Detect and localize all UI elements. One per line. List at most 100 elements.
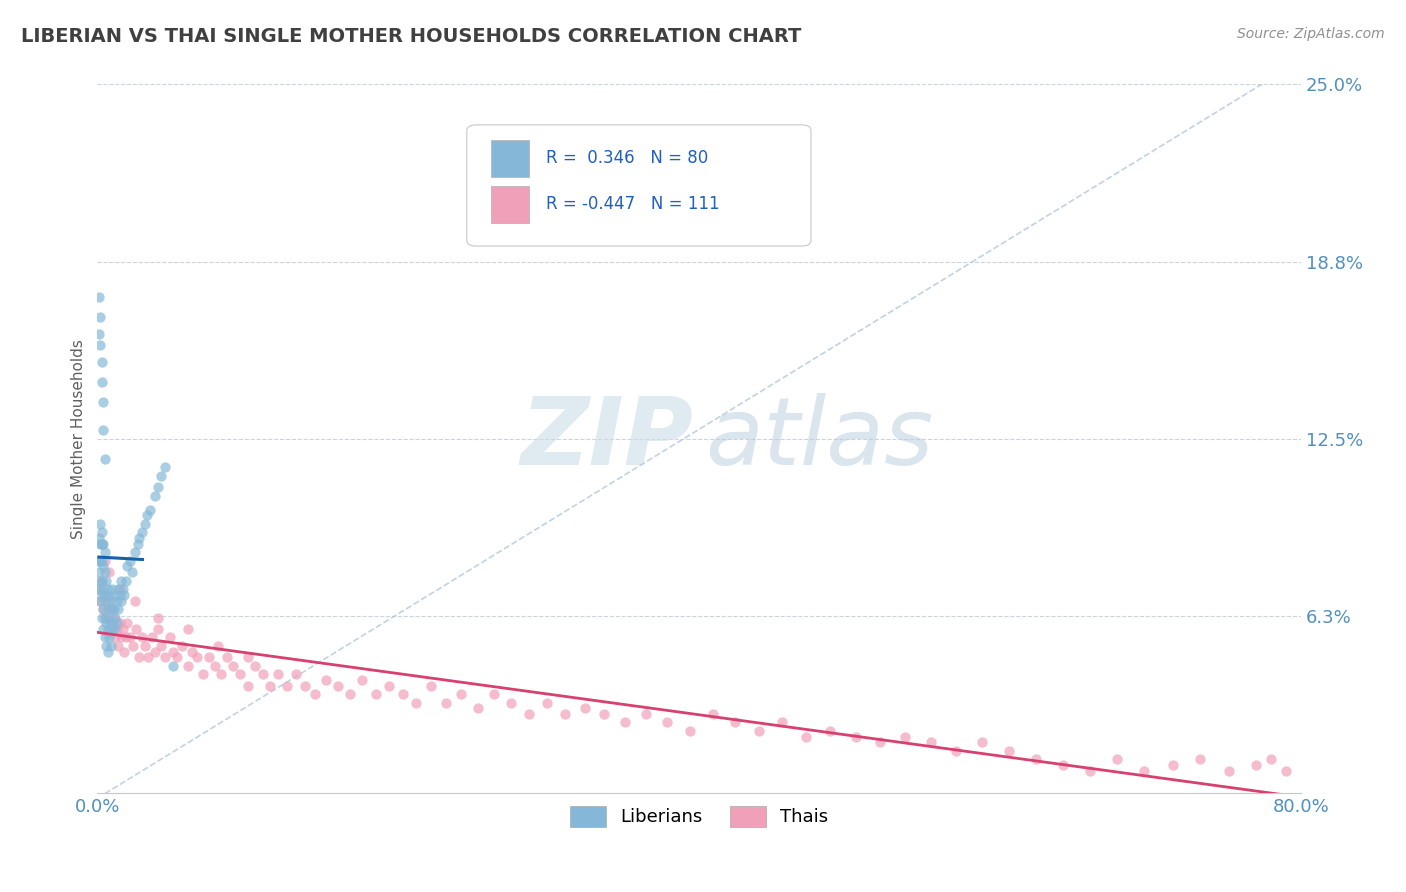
FancyBboxPatch shape — [491, 186, 530, 223]
Point — [100, 602, 122, 616]
Point — [107, 602, 129, 616]
Point — [93, 602, 115, 616]
Point — [87, 290, 110, 304]
Point — [96, 610, 118, 624]
Point — [945, 744, 967, 758]
Point — [352, 673, 374, 687]
Point — [141, 631, 163, 645]
Point — [134, 639, 156, 653]
Point — [120, 554, 142, 568]
Point — [236, 679, 259, 693]
Point — [146, 480, 169, 494]
Point — [90, 574, 112, 588]
Point — [593, 706, 616, 721]
Point — [103, 622, 125, 636]
Point — [536, 696, 558, 710]
Point — [100, 639, 122, 653]
Point — [97, 593, 120, 607]
Point — [869, 735, 891, 749]
Point — [1218, 764, 1240, 778]
Point — [153, 460, 176, 475]
Point — [170, 639, 193, 653]
Point — [124, 593, 146, 607]
Legend: Liberians, Thais: Liberians, Thais — [562, 798, 835, 834]
Point — [315, 673, 337, 687]
Point — [90, 554, 112, 568]
Point — [89, 338, 111, 352]
Point — [101, 616, 124, 631]
Point — [98, 565, 121, 579]
Point — [94, 631, 117, 645]
Point — [105, 593, 128, 607]
Point — [100, 593, 122, 607]
Point — [89, 310, 111, 324]
Point — [115, 574, 138, 588]
Point — [90, 588, 112, 602]
Point — [89, 516, 111, 531]
Point — [115, 631, 138, 645]
Point — [100, 616, 122, 631]
Point — [181, 644, 204, 658]
Point — [104, 610, 127, 624]
Point — [94, 588, 117, 602]
Point — [97, 582, 120, 597]
Point — [920, 735, 942, 749]
Point — [818, 723, 841, 738]
Point — [120, 631, 142, 645]
Point — [139, 503, 162, 517]
Point — [1078, 764, 1101, 778]
Point — [94, 554, 117, 568]
Point — [131, 631, 153, 645]
Point — [794, 730, 817, 744]
Point — [499, 696, 522, 710]
Point — [112, 644, 135, 658]
Point — [209, 667, 232, 681]
Point — [770, 715, 793, 730]
Point — [1161, 758, 1184, 772]
Point — [998, 744, 1021, 758]
Point — [970, 735, 993, 749]
Point — [89, 593, 111, 607]
Point — [748, 723, 770, 738]
Point — [87, 565, 110, 579]
Point — [574, 701, 596, 715]
Point — [110, 593, 132, 607]
Point — [96, 616, 118, 631]
Point — [112, 588, 135, 602]
Point — [89, 554, 111, 568]
Point — [159, 631, 181, 645]
Point — [222, 658, 245, 673]
Point — [162, 644, 184, 658]
Point — [364, 687, 387, 701]
Point — [276, 679, 298, 693]
Point — [90, 355, 112, 369]
Point — [391, 687, 413, 701]
Point — [146, 622, 169, 636]
Point — [90, 610, 112, 624]
Text: atlas: atlas — [704, 393, 934, 484]
Point — [1274, 764, 1296, 778]
Point — [90, 537, 112, 551]
Point — [103, 602, 125, 616]
Point — [89, 593, 111, 607]
Point — [326, 679, 349, 693]
Point — [339, 687, 361, 701]
Text: R = -0.447   N = 111: R = -0.447 N = 111 — [546, 195, 720, 213]
Point — [304, 687, 326, 701]
Point — [405, 696, 427, 710]
Point — [679, 723, 702, 738]
Point — [93, 559, 115, 574]
Point — [236, 650, 259, 665]
Point — [204, 658, 226, 673]
Point — [94, 610, 117, 624]
Point — [97, 602, 120, 616]
Point — [131, 525, 153, 540]
Point — [94, 451, 117, 466]
FancyBboxPatch shape — [491, 140, 530, 177]
Point — [207, 639, 229, 653]
Point — [98, 622, 121, 636]
Point — [467, 701, 489, 715]
Point — [162, 658, 184, 673]
Point — [127, 537, 149, 551]
Point — [149, 639, 172, 653]
